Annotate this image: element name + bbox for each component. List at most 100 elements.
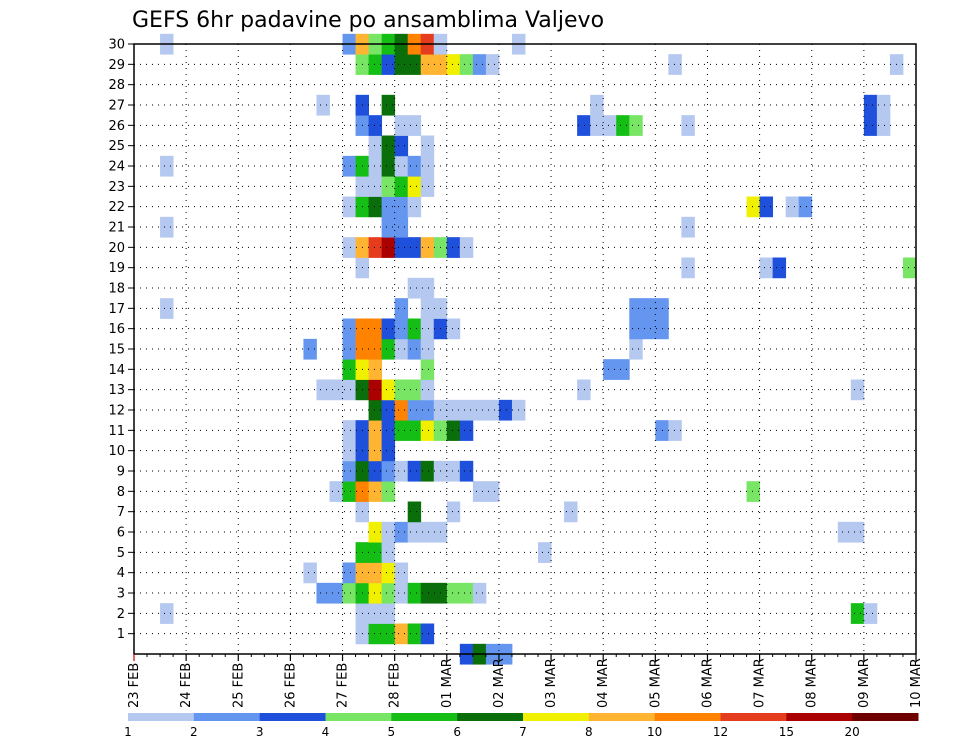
precip-cell bbox=[368, 542, 383, 563]
precip-cell bbox=[394, 196, 409, 218]
precip-cell bbox=[863, 115, 878, 136]
precip-cell bbox=[407, 54, 422, 75]
precip-cell bbox=[420, 420, 435, 441]
precip-cell bbox=[342, 155, 356, 177]
precip-cell bbox=[629, 115, 643, 136]
x-tick-label: 06 MAR bbox=[700, 658, 715, 708]
precip-cell bbox=[420, 338, 435, 360]
precip-cell bbox=[368, 521, 383, 543]
precip-cell bbox=[446, 582, 461, 604]
precip-cell bbox=[420, 277, 435, 299]
precip-cell bbox=[342, 420, 356, 441]
legend-label: 5 bbox=[388, 725, 396, 739]
precip-cell bbox=[407, 196, 422, 218]
precip-cell bbox=[459, 460, 474, 482]
y-tick-label: 5 bbox=[117, 546, 125, 561]
precip-cell bbox=[368, 420, 383, 441]
precip-cell bbox=[485, 54, 500, 75]
precip-cells bbox=[160, 33, 917, 665]
precip-cell bbox=[381, 582, 396, 604]
precip-cell bbox=[316, 94, 330, 116]
y-tick-label: 27 bbox=[108, 99, 125, 114]
legend-label: 3 bbox=[256, 725, 264, 739]
precip-cell bbox=[902, 257, 917, 279]
precip-cell bbox=[368, 237, 383, 258]
x-axis: 23 FEB 24 FEB 25 FEB 26 FEB 27 FEB 28 FEB 01 M… bbox=[127, 654, 924, 708]
precip-cell bbox=[459, 420, 474, 441]
y-tick-label: 24 bbox=[108, 160, 125, 175]
y-tick-label: 1 bbox=[117, 627, 125, 642]
precip-cell bbox=[785, 196, 800, 218]
precip-cell bbox=[394, 216, 409, 238]
y-tick-label: 23 bbox=[108, 180, 125, 195]
precip-cell bbox=[407, 521, 422, 543]
y-tick-label: 22 bbox=[108, 200, 125, 215]
precip-cell bbox=[863, 603, 878, 624]
precip-cell bbox=[368, 460, 383, 482]
precip-cell bbox=[342, 562, 356, 584]
legend-label: 10 bbox=[647, 725, 662, 739]
precip-cell bbox=[420, 582, 435, 604]
legend-label: 6 bbox=[453, 725, 461, 739]
precip-cell bbox=[564, 501, 578, 523]
precip-cell bbox=[420, 54, 435, 75]
precip-cell bbox=[459, 582, 474, 604]
precip-cell bbox=[446, 54, 461, 75]
precip-cell bbox=[850, 521, 865, 543]
legend-label: 2 bbox=[190, 725, 198, 739]
precip-cell bbox=[342, 237, 356, 258]
y-tick-label: 15 bbox=[108, 343, 125, 358]
precip-cell bbox=[681, 257, 695, 279]
precip-cell bbox=[420, 359, 435, 380]
precip-cell bbox=[381, 460, 396, 482]
precip-cell bbox=[329, 582, 343, 604]
precip-cell bbox=[394, 420, 409, 441]
precip-cell bbox=[342, 318, 356, 340]
x-tick-label: 27 FEB bbox=[336, 663, 351, 708]
precip-cell bbox=[420, 521, 435, 543]
legend-label: 4 bbox=[322, 725, 330, 739]
precip-cell bbox=[381, 196, 396, 218]
precip-cell bbox=[381, 237, 396, 258]
precip-cell bbox=[381, 54, 396, 75]
precip-cell bbox=[394, 237, 409, 258]
precip-cell bbox=[394, 521, 409, 543]
y-tick-label: 29 bbox=[108, 58, 125, 73]
precip-cell bbox=[681, 216, 695, 238]
precip-cell bbox=[407, 582, 422, 604]
precip-cell bbox=[368, 338, 383, 360]
precip-cell bbox=[368, 440, 383, 462]
precip-cell bbox=[577, 379, 591, 401]
precip-cell bbox=[381, 481, 396, 502]
precip-cell bbox=[668, 54, 682, 75]
precip-cell bbox=[381, 440, 396, 462]
precip-cell bbox=[368, 155, 383, 177]
y-tick-label: 21 bbox=[108, 221, 125, 236]
precip-cell bbox=[381, 318, 396, 340]
x-tick-label: 04 MAR bbox=[596, 658, 611, 708]
y-tick-label: 9 bbox=[117, 465, 125, 480]
y-tick-label: 14 bbox=[108, 363, 125, 378]
precip-cell bbox=[342, 196, 356, 218]
precip-cell bbox=[394, 298, 409, 319]
legend-swatch bbox=[259, 713, 326, 721]
y-tick-label: 25 bbox=[108, 139, 125, 154]
y-tick-label: 26 bbox=[108, 119, 125, 134]
precip-cell bbox=[420, 399, 435, 421]
precip-cell bbox=[837, 521, 852, 543]
precip-cell bbox=[381, 176, 396, 197]
precip-cell bbox=[420, 623, 435, 645]
legend-swatch bbox=[128, 713, 195, 721]
precip-cell bbox=[342, 460, 356, 482]
precip-cell bbox=[381, 216, 396, 238]
precip-cell bbox=[381, 135, 396, 157]
precip-cell bbox=[629, 318, 643, 340]
precip-cell bbox=[394, 176, 409, 197]
precip-cell bbox=[629, 338, 643, 360]
precip-cell bbox=[381, 521, 396, 543]
precip-cell bbox=[368, 135, 383, 157]
x-tick-label: 01 MAR bbox=[440, 658, 455, 708]
x-tick-label: 28 FEB bbox=[388, 663, 403, 708]
precip-cell bbox=[368, 603, 383, 624]
color-legend: 1 2 3 4 5 6 7 8 10 12 15 20 bbox=[124, 713, 919, 739]
